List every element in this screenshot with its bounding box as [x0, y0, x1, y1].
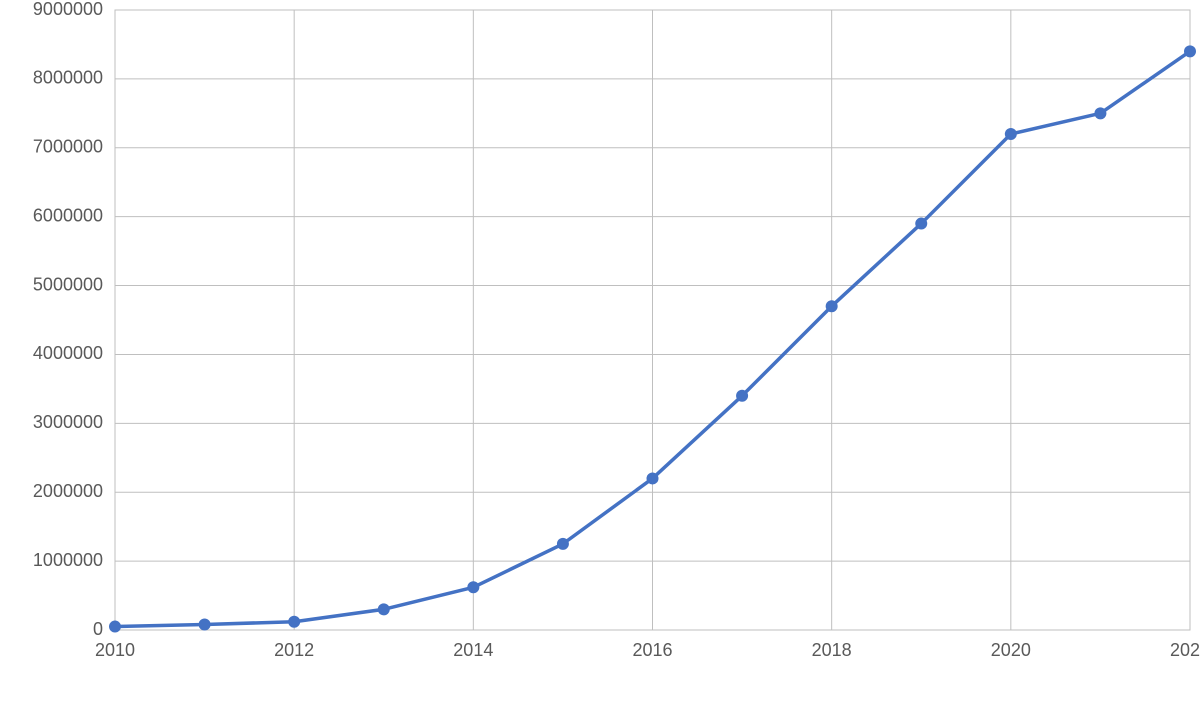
- data-point: [288, 616, 300, 628]
- data-point: [1094, 107, 1106, 119]
- x-tick-label: 2012: [274, 640, 314, 660]
- y-tick-label: 6000000: [33, 205, 103, 225]
- data-point: [467, 581, 479, 593]
- y-tick-label: 5000000: [33, 274, 103, 294]
- y-tick-label: 4000000: [33, 343, 103, 363]
- x-tick-label: 2016: [632, 640, 672, 660]
- data-point: [1005, 128, 1017, 140]
- chart-background: [0, 0, 1200, 707]
- data-point: [647, 472, 659, 484]
- data-point: [109, 621, 121, 633]
- x-tick-label: 2018: [812, 640, 852, 660]
- data-point: [915, 218, 927, 230]
- y-tick-label: 8000000: [33, 68, 103, 88]
- x-tick-label: 2014: [453, 640, 493, 660]
- line-chart: 0 1000000 2000000 3000000 4000000 5000000 6000…: [0, 0, 1200, 707]
- y-tick-label: 2000000: [33, 481, 103, 501]
- y-tick-label: 0: [93, 619, 103, 639]
- data-point: [1184, 45, 1196, 57]
- y-tick-label: 9000000: [33, 0, 103, 19]
- y-tick-label: 7000000: [33, 137, 103, 157]
- x-tick-label: 2010: [95, 640, 135, 660]
- data-point: [378, 603, 390, 615]
- data-point: [199, 618, 211, 630]
- data-point: [736, 390, 748, 402]
- chart-svg: 0 1000000 2000000 3000000 4000000 5000000 6000…: [0, 0, 1200, 707]
- data-point: [557, 538, 569, 550]
- y-tick-label: 3000000: [33, 412, 103, 432]
- y-tick-label: 1000000: [33, 550, 103, 570]
- x-tick-label: 2022: [1170, 640, 1200, 660]
- x-tick-label: 2020: [991, 640, 1031, 660]
- data-point: [826, 300, 838, 312]
